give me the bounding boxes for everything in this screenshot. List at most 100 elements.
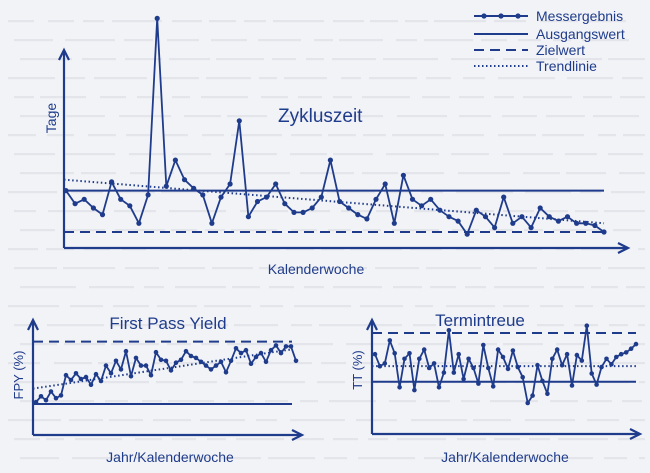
bleed-stroke [183,172,240,175]
bleed-stroke [540,305,563,308]
data-point [153,349,159,355]
bleed-stroke [75,438,122,441]
bleed-stroke [256,419,277,422]
bleed-stroke [434,20,486,23]
bleed-stroke [523,96,572,99]
bleed-stroke [14,381,59,384]
data-point [441,370,447,375]
bleed-stroke [411,419,467,422]
data-point [263,359,269,365]
bleed-stroke [184,115,221,118]
data-point [218,194,224,200]
data-point [209,220,215,226]
chart-title: Zykluszeit [278,106,363,127]
data-point [128,373,134,379]
bleed-stroke [193,381,217,384]
data-point [278,350,284,356]
data-point [133,355,139,361]
bleed-stroke [314,39,333,42]
bleed-stroke [212,267,253,270]
bleed-stroke [202,134,224,137]
data-point [227,181,233,187]
bleed-stroke [415,305,433,308]
bleed-stroke [172,153,211,156]
bleed-stroke [451,153,489,156]
data-point [391,220,397,226]
bleed-stroke [201,96,248,99]
bleed-stroke [392,229,439,232]
data-point [505,366,511,372]
bleed-stroke [82,58,116,61]
bleed-stroke [461,400,480,403]
bleed-stroke [598,134,616,137]
bleed-stroke [304,286,324,289]
data-point [163,358,169,364]
bleed-stroke [177,457,213,460]
bleed-stroke [20,229,55,232]
data-point [98,378,104,384]
bleed-stroke [537,324,564,327]
data-point [108,371,114,376]
bleed-stroke [604,210,645,213]
bleed-stroke [459,96,484,99]
data-point [473,207,479,213]
bleed-stroke [341,210,370,213]
bleed-stroke [201,343,219,346]
bleed-stroke [639,381,645,384]
bleed-stroke [244,20,266,23]
data-point [623,350,629,355]
data-point [604,356,609,362]
data-point [409,196,416,202]
bleed-stroke [567,77,613,80]
bleed-stroke [529,438,550,441]
data-point [43,397,49,403]
bleed-stroke [272,58,296,61]
data-point [78,376,84,382]
data-point [173,360,179,366]
bleed-stroke [396,39,417,42]
data-point [377,363,383,369]
bleed-stroke [321,362,346,365]
bleed-stroke [413,324,436,327]
bleed-stroke [363,229,381,232]
bleed-stroke [584,20,626,23]
bleed-stroke [125,58,162,61]
bleed-stroke [604,457,627,460]
data-point [245,214,251,220]
data-point [464,231,470,237]
data-point [583,220,589,226]
bleed-stroke [397,438,446,441]
data-point [268,347,274,353]
bleed-stroke [540,20,578,23]
bleed-stroke [189,248,240,251]
data-point [103,363,109,368]
data-point [291,209,297,215]
bleed-stroke [622,77,643,80]
bleed-stroke [452,229,479,232]
data-point [461,376,466,382]
data-point [589,371,594,376]
bleed-stroke [242,191,285,194]
bleed-stroke [129,153,165,156]
bleed-stroke [626,286,645,289]
data-point [446,214,452,220]
bleed-stroke [14,210,36,213]
data-point [158,357,164,363]
bleed-stroke [298,96,322,99]
bleed-stroke [84,248,110,251]
bleed-stroke [14,267,57,270]
bleed-stroke [20,400,38,403]
x-axis-label: Kalenderwoche [268,261,365,277]
y-axis-arrow-icon [366,317,378,331]
bleed-stroke [154,362,172,365]
bleed-stroke [567,457,593,460]
bleed-stroke [144,286,164,289]
bleed-stroke [14,96,34,99]
bleed-stroke [98,362,140,365]
bleed-stroke [494,20,526,23]
bleed-stroke [362,172,398,175]
bleed-stroke [205,229,225,232]
y-axis-label: TT (%) [350,350,365,389]
bleed-stroke [608,58,645,61]
bleed-stroke [130,172,174,175]
